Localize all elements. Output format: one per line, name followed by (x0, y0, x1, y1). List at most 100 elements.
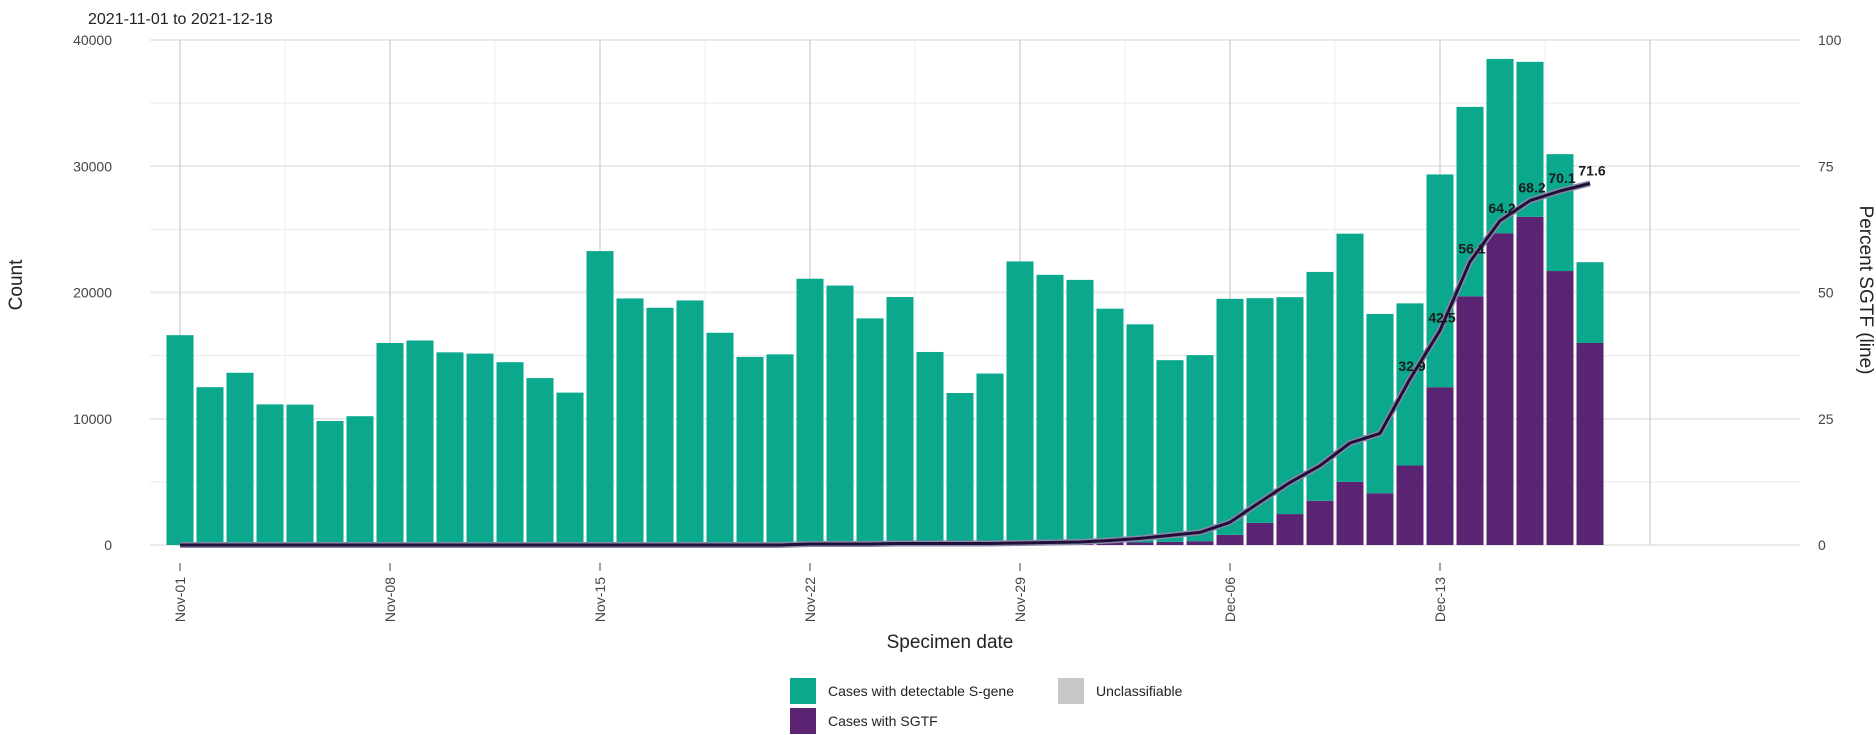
bar-sgtf (1096, 542, 1124, 545)
legend: Cases with detectable S-gene Unclassifiab… (790, 678, 1183, 734)
x-tick-label: Nov-01 (172, 577, 188, 622)
bar-detectable-s-gene (1486, 58, 1514, 234)
bar-detectable-s-gene (1546, 154, 1574, 272)
y2-tick-label: 0 (1818, 537, 1826, 553)
y-tick-label: 20000 (73, 285, 112, 301)
bar-detectable-s-gene (856, 318, 884, 545)
y-tick-label: 10000 (73, 411, 112, 427)
legend-swatch (790, 708, 816, 734)
bar-detectable-s-gene (1216, 298, 1244, 535)
axes: 0 10000 20000 30000 40000 0 25 50 75 100 Nov-01 Nov… (73, 32, 1842, 622)
bar-detectable-s-gene (916, 351, 944, 544)
bar-detectable-s-gene (1246, 298, 1274, 523)
x-tick-label: Nov-29 (1012, 577, 1028, 622)
bar-detectable-s-gene (766, 354, 794, 545)
bar-detectable-s-gene (736, 356, 764, 545)
bar-detectable-s-gene (376, 343, 404, 545)
y2-tick-label: 50 (1818, 285, 1834, 301)
bar-sgtf (1216, 534, 1244, 545)
x-tick-label: Dec-06 (1222, 577, 1238, 622)
y-tick-label: 0 (104, 537, 112, 553)
bar-detectable-s-gene (1186, 355, 1214, 542)
bar-sgtf (1336, 481, 1364, 545)
legend-swatch (790, 678, 816, 704)
line-data-label: 42.5 (1428, 309, 1455, 325)
bar-sgtf (1516, 216, 1544, 545)
bar-detectable-s-gene (586, 251, 614, 545)
bar-detectable-s-gene (676, 300, 704, 545)
bar-sgtf (1246, 522, 1274, 545)
bar-detectable-s-gene (1516, 61, 1544, 217)
x-tick-label: Nov-08 (382, 577, 398, 622)
bar-detectable-s-gene (226, 372, 254, 545)
bar-detectable-s-gene (1096, 308, 1124, 543)
bar-detectable-s-gene (526, 378, 554, 545)
bar-sgtf (1426, 387, 1454, 545)
legend-label: Cases with detectable S-gene (828, 683, 1014, 699)
x-axis-title: Specimen date (887, 632, 1014, 653)
bar-detectable-s-gene (496, 362, 524, 545)
line-data-label: 64.2 (1488, 200, 1515, 216)
bar-sgtf (1486, 233, 1514, 545)
bar-detectable-s-gene (1006, 261, 1034, 544)
y-axis-title: Count (6, 259, 27, 310)
bar-detectable-s-gene (1426, 174, 1454, 388)
bar-detectable-s-gene (646, 307, 674, 545)
bar-sgtf (1156, 541, 1184, 545)
bar-detectable-s-gene (826, 285, 854, 545)
bar-detectable-s-gene (976, 373, 1004, 544)
x-tick-label: Dec-13 (1432, 577, 1448, 622)
bar-detectable-s-gene (406, 340, 434, 545)
bar-detectable-s-gene (1066, 279, 1094, 544)
bar-detectable-s-gene (886, 297, 914, 544)
y2-tick-label: 75 (1818, 158, 1834, 174)
bar-sgtf (1366, 493, 1394, 545)
x-tick-label: Nov-22 (802, 577, 818, 622)
bar-detectable-s-gene (1156, 360, 1184, 542)
sgtf-line (180, 181, 1591, 547)
legend-label: Cases with SGTF (828, 713, 938, 729)
bar-detectable-s-gene (316, 421, 344, 545)
bar-sgtf (1186, 541, 1214, 545)
bar-detectable-s-gene (616, 298, 644, 545)
bar-detectable-s-gene (706, 332, 734, 545)
bar-detectable-s-gene (196, 387, 224, 545)
bar-detectable-s-gene (556, 392, 584, 545)
chart-subtitle: 2021-11-01 to 2021-12-18 (88, 11, 273, 28)
bar-sgtf (1396, 465, 1424, 545)
bar-detectable-s-gene (466, 353, 494, 545)
bar-detectable-s-gene (1366, 313, 1394, 494)
bar-detectable-s-gene (1036, 274, 1064, 544)
bar-sgtf (1276, 514, 1304, 545)
bar-detectable-s-gene (1576, 262, 1604, 343)
bar-detectable-s-gene (256, 404, 284, 545)
bar-detectable-s-gene (796, 278, 824, 545)
x-tick-label: Nov-15 (592, 577, 608, 622)
legend-swatch (1058, 678, 1084, 704)
line-data-label: 71.6 (1578, 162, 1605, 178)
y2-tick-label: 100 (1818, 32, 1842, 48)
sgtf-line-layer: 32.9 42.5 56.1 64.268.270.1 71.6 (180, 162, 1606, 548)
bar-detectable-s-gene (166, 335, 194, 545)
y-tick-label: 40000 (73, 32, 112, 48)
bar-sgtf (1456, 296, 1484, 545)
y2-axis-title: Percent SGTF (line) (1855, 206, 1876, 375)
line-data-label: 32.9 (1398, 358, 1425, 374)
bar-detectable-s-gene (286, 404, 314, 545)
bar-detectable-s-gene (436, 352, 464, 545)
legend-label: Unclassifiable (1096, 683, 1183, 699)
y-tick-label: 30000 (73, 158, 112, 174)
bars-layer (166, 58, 1604, 545)
bar-detectable-s-gene (346, 416, 374, 545)
bar-sgtf (1546, 271, 1574, 545)
line-data-label: 56.1 (1458, 241, 1485, 257)
line-data-label: 70.1 (1548, 170, 1575, 186)
bar-sgtf (1576, 343, 1604, 545)
bar-sgtf (1126, 542, 1154, 545)
line-data-label: 68.2 (1518, 180, 1545, 196)
bar-detectable-s-gene (1126, 324, 1154, 543)
y2-tick-label: 25 (1818, 411, 1834, 427)
bar-sgtf (1306, 500, 1334, 545)
bar-detectable-s-gene (946, 392, 974, 544)
